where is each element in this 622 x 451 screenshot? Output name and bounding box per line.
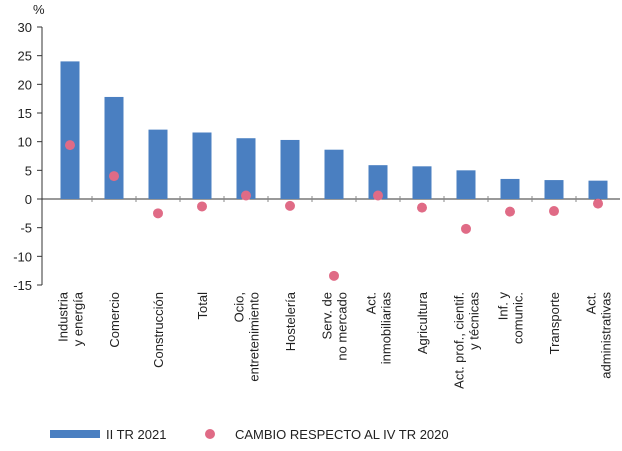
y-tick-label: 25 [18,49,32,64]
legend-label: II TR 2021 [106,427,166,442]
x-tick-label: Hostelería [283,291,298,351]
dot [241,190,251,201]
dot [505,206,515,217]
x-tick-label: Construcción [151,292,166,368]
legend-label: CAMBIO RESPECTO AL IV TR 2020 [235,427,449,442]
x-tick-label: Act.inmobiliarias [364,292,394,365]
bar [544,180,564,199]
bar [456,170,476,199]
dot [417,202,427,213]
bar [280,139,300,199]
dot [549,206,559,217]
dot [461,223,471,234]
dot [109,171,119,182]
bar [368,165,388,199]
dot [329,270,339,281]
y-tick-label: 20 [18,77,32,92]
bar [104,96,124,199]
bar [588,180,608,199]
y-tick-label: 30 [18,20,32,35]
x-tick-label: Industriay energía [56,291,86,346]
y-tick-label: -5 [20,221,32,236]
x-tick-label: Act. prof., cientif.y técnicas [452,292,482,389]
bar [192,132,212,199]
dot [153,208,163,219]
x-tick-label: Inf. ycomunic. [496,292,526,345]
x-tick-label: Comercio [107,292,122,348]
y-tick-label: -10 [13,249,32,264]
x-tick-label: Act.administrativas [584,292,614,379]
bar [60,61,80,200]
x-tick-label: Serv. deno mercado [320,292,350,361]
y-tick-label: 15 [18,106,32,121]
dot [65,140,75,151]
legend-swatch [205,429,215,439]
bar [236,138,256,199]
x-tick-label: Ocio,entretenimiento [232,292,262,382]
x-tick-label: Agricultura [415,291,430,354]
bar [324,149,344,199]
bar [148,129,168,199]
dot [593,198,603,209]
dot [285,200,295,211]
x-tick-label: Transporte [547,292,562,354]
dot [373,190,383,201]
dot [197,201,207,212]
bar [412,166,432,199]
y-tick-label: 5 [25,163,32,178]
y-tick-label: 10 [18,135,32,150]
y-axis-unit: % [33,2,45,17]
bar [500,178,520,199]
legend-swatch [50,430,100,438]
y-tick-label: -15 [13,278,32,293]
x-tick-label: Total [195,292,210,320]
y-tick-label: 0 [25,192,32,207]
